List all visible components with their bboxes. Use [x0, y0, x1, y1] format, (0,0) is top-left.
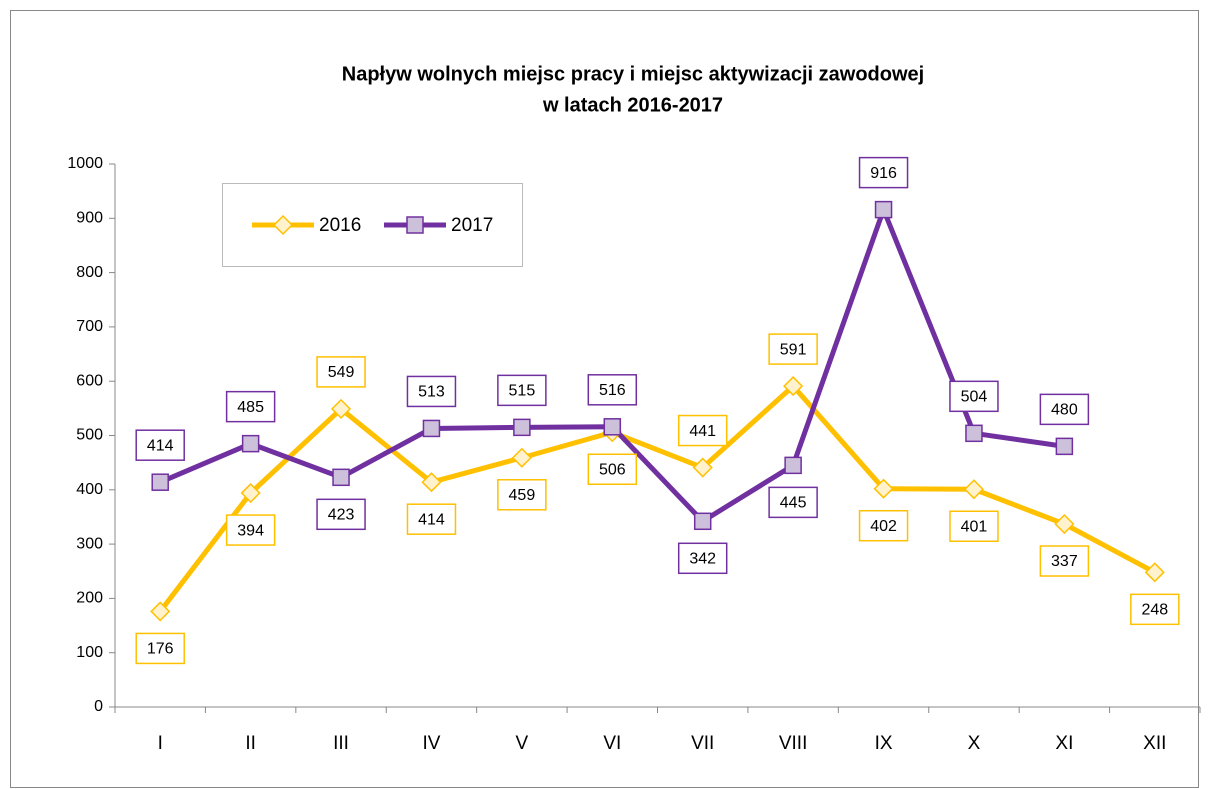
data-label-box: [768, 486, 818, 519]
point: [1054, 513, 1075, 535]
data-label: 516: [599, 382, 626, 399]
point: [241, 434, 260, 453]
data-label: 506: [599, 461, 626, 478]
data-label: 591: [780, 341, 807, 358]
data-label-box: [406, 503, 457, 535]
data-label: 515: [509, 383, 536, 400]
point: [513, 418, 531, 437]
x-tick-label: IX: [875, 733, 893, 754]
y-tick-label: 1000: [67, 155, 103, 172]
data-label: 916: [870, 165, 897, 182]
data-label: 445: [780, 495, 807, 512]
point: [873, 478, 894, 499]
data-label-box: [225, 514, 276, 546]
point: [692, 457, 713, 478]
data-label: 176: [147, 641, 174, 658]
legend-marker: [406, 216, 424, 234]
data-label-box: [497, 479, 547, 511]
data-label: 549: [328, 364, 355, 381]
data-label-box: [225, 390, 276, 423]
y-tick-label: 300: [76, 535, 103, 552]
x-tick-label: VIII: [779, 733, 808, 754]
data-label-box: [135, 429, 185, 461]
data-label: 414: [147, 437, 174, 454]
data-label-box: [768, 333, 818, 365]
chart-title: Napływ wolnych miejsc pracy i miejsc akt…: [342, 63, 924, 85]
data-label-box: [406, 375, 457, 408]
data-label-box: [316, 356, 366, 388]
data-label-box: [316, 498, 366, 531]
data-label-box: [1039, 393, 1090, 426]
x-tick-label: X: [968, 733, 981, 754]
x-tick-label: IV: [422, 733, 440, 754]
data-label-box: [858, 509, 909, 542]
data-label: 394: [237, 522, 264, 539]
series-line: [158, 383, 1156, 613]
data-label-box: [587, 453, 638, 485]
point: [421, 472, 442, 493]
point: [603, 418, 622, 436]
point: [422, 419, 441, 438]
data-label: 504: [961, 389, 988, 406]
point: [151, 473, 169, 491]
y-tick-label: 0: [94, 698, 103, 715]
data-label: 423: [328, 507, 355, 524]
data-label-box: [858, 156, 909, 189]
point: [240, 482, 261, 504]
data-label: 485: [237, 399, 264, 416]
x-tick-label: V: [516, 733, 529, 754]
data-label-box: [587, 374, 638, 406]
data-label: 337: [1051, 553, 1078, 570]
x-tick-label: XII: [1143, 733, 1166, 754]
point: [332, 468, 350, 487]
y-tick-label: 700: [76, 318, 103, 335]
point: [963, 479, 985, 500]
data-label: 342: [689, 551, 716, 568]
data-label: 480: [1051, 402, 1078, 419]
x-tick-label: XI: [1055, 733, 1073, 754]
point: [1144, 562, 1165, 583]
y-tick-label: 400: [76, 481, 103, 498]
data-label: 441: [689, 423, 716, 440]
x-tick-label: VI: [603, 733, 621, 754]
point: [511, 447, 532, 468]
point: [783, 376, 804, 397]
data-label: 513: [418, 384, 445, 401]
point: [693, 512, 712, 531]
y-tick-label: 600: [76, 372, 103, 389]
point: [784, 456, 802, 475]
point: [150, 601, 171, 622]
x-tick-label: VII: [691, 733, 714, 754]
legend-label: 2017: [451, 215, 493, 236]
legend-marker: [272, 214, 294, 236]
data-label-box: [949, 510, 999, 543]
data-label: 459: [509, 487, 536, 504]
data-label-box: [135, 632, 185, 665]
x-tick-label: I: [158, 733, 163, 754]
x-tick-label: II: [245, 733, 256, 754]
y-tick-label: 800: [76, 264, 103, 281]
data-label: 248: [1141, 602, 1168, 619]
data-label-box: [1039, 545, 1090, 577]
legend-label: 2016: [319, 215, 361, 236]
data-label-box: [1130, 593, 1180, 626]
data-label-box: [497, 374, 547, 407]
data-label: 401: [961, 518, 988, 535]
x-tick-label: III: [333, 733, 349, 754]
data-label-box: [949, 380, 999, 413]
point: [1055, 437, 1074, 456]
point: [965, 424, 983, 443]
point: [330, 398, 352, 419]
data-label-box: [677, 542, 728, 575]
data-label: 402: [870, 518, 897, 535]
point: [874, 200, 893, 219]
y-tick-label: 500: [76, 427, 103, 444]
y-tick-label: 100: [76, 644, 103, 661]
data-label-box: [677, 414, 728, 447]
y-tick-label: 200: [76, 590, 103, 607]
y-tick-label: 900: [76, 210, 103, 227]
data-label: 414: [418, 511, 445, 528]
chart-title: w latach 2016-2017: [542, 94, 723, 116]
